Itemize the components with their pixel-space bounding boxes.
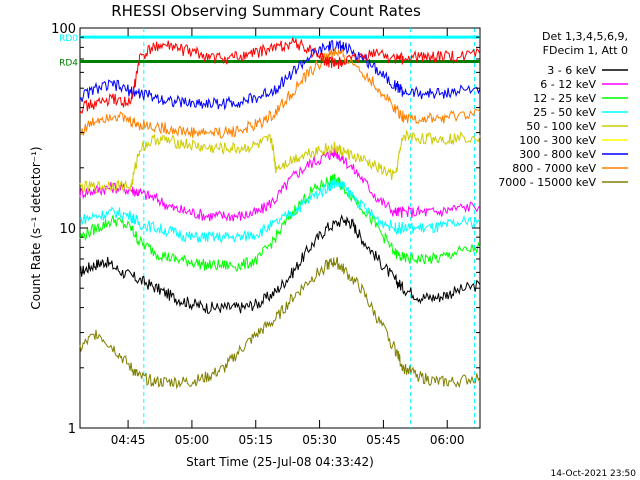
legend-label-50-100-kev: 50 - 100 keV	[526, 120, 596, 133]
x-tick-label-4: 05:30	[302, 433, 337, 447]
legend-label-3-6-kev: 3 - 6 keV	[547, 64, 596, 77]
y-tick-label-3: 100	[51, 22, 76, 37]
legend-header-line-2: FDecim 1, Att 0	[543, 44, 628, 57]
axes: 04:45 05:00 05:15 05:30 05:45 06:00 1 10 100	[51, 22, 480, 447]
series-line-3-6-kev	[79, 214, 481, 314]
series-line-300-800-kev	[79, 39, 481, 111]
series-line-7000-15000-kev	[79, 256, 481, 390]
legend-label-7000-15000-kev: 7000 - 15000 keV	[498, 176, 596, 189]
x-tick-label-3: 05:15	[238, 433, 273, 447]
x-tick-label-5: 05:45	[366, 433, 401, 447]
legend: Det 1,3,4,5,6,9, FDecim 1, Att 0 3 - 6 k…	[498, 30, 628, 189]
legend-label-12-25-kev: 12 - 25 keV	[533, 92, 596, 105]
series-line-25-50-kev	[79, 178, 481, 244]
series-line-red	[79, 37, 481, 114]
chart-title: RHESSI Observing Summary Count Rates	[111, 2, 421, 20]
plot-area: RD0 RD4	[59, 28, 481, 428]
y-tick-label-2: 10	[59, 222, 76, 237]
flag-label-rd4: RD4	[59, 58, 78, 68]
legend-header-line-1: Det 1,3,4,5,6,9,	[542, 30, 628, 43]
flag-label-rd0: RD0	[59, 34, 78, 44]
y-axis-label: Count Rate (s⁻¹ detector⁻¹)	[29, 146, 43, 309]
legend-label-25-50-kev: 25 - 50 keV	[533, 106, 596, 119]
legend-label-100-300-kev: 100 - 300 keV	[519, 134, 596, 147]
series-line-800-7000-kev	[79, 48, 481, 139]
x-tick-label-6: 06:00	[430, 433, 465, 447]
footer-timestamp: 14-Oct-2021 23:50	[551, 469, 637, 479]
legend-label-6-12-kev: 6 - 12 keV	[540, 78, 596, 91]
legend-label-800-7000-kev: 800 - 7000 keV	[512, 162, 596, 175]
x-axis-label: Start Time (25-Jul-08 04:33:42)	[186, 455, 374, 469]
x-tick-label-2: 05:00	[175, 433, 210, 447]
y-tick-label-1: 1	[68, 422, 76, 437]
x-tick-label-1: 04:45	[111, 433, 146, 447]
series-line-6-12-kev	[79, 146, 481, 222]
series-line-12-25-kev	[79, 173, 481, 272]
series-line-50-100-kev	[79, 129, 481, 195]
legend-label-300-800-kev: 300 - 800 keV	[519, 148, 596, 161]
